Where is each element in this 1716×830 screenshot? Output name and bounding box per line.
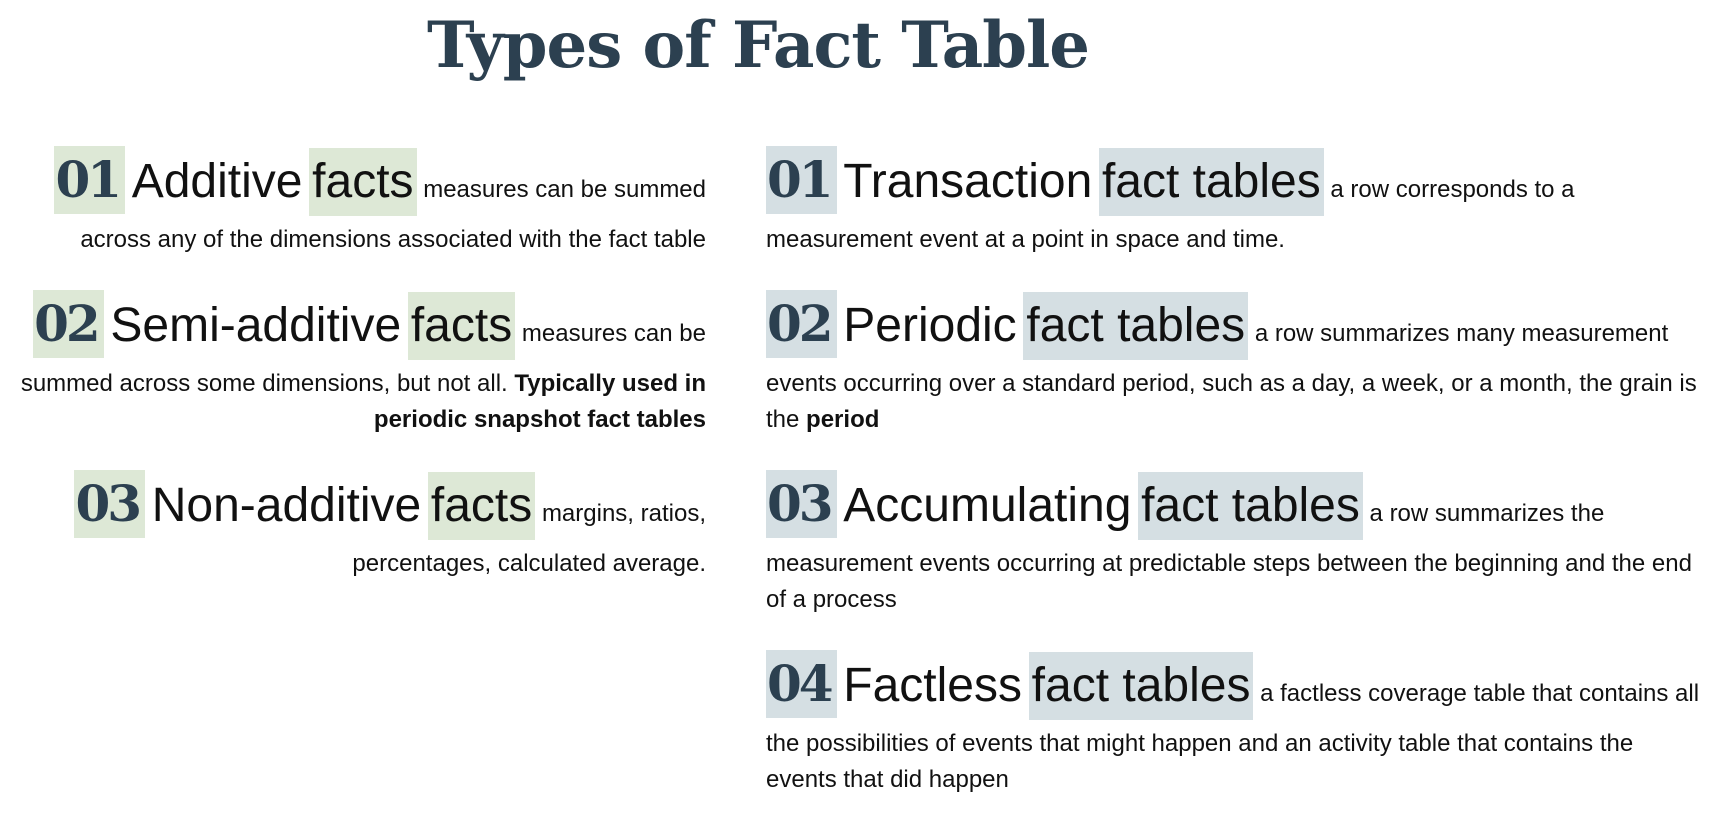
table-item-term: Transaction [843, 155, 1093, 208]
fact-item-number: 01 [54, 146, 126, 214]
fact-types-column: 01 Additive facts measures can be summed… [6, 146, 706, 614]
fact-item-term: Non-additive [151, 479, 422, 532]
table-item-term: Accumulating [843, 479, 1132, 532]
table-item-emphasis: period [806, 406, 880, 433]
table-item-number: 04 [766, 650, 837, 718]
table-item-heading: 03 Accumulating fact tables [766, 470, 1363, 546]
table-item-description: a row summarizes the measurement events … [766, 500, 1692, 613]
fact-item-number: 03 [74, 470, 146, 538]
fact-item-highlight: facts [309, 148, 417, 216]
fact-item-description: margins, ratios, percentages, calculated… [352, 500, 706, 577]
table-item-term: Factless [843, 659, 1022, 712]
fact-item-number: 02 [33, 290, 104, 358]
table-item-accumulating: 03 Accumulating fact tables a row summar… [766, 470, 1710, 618]
table-item-term: Periodic [843, 299, 1017, 352]
table-item-heading: 02 Periodic fact tables [766, 290, 1249, 366]
fact-item-highlight: facts [427, 472, 536, 540]
fact-item-term: Additive [131, 155, 303, 208]
fact-item-heading: 01 Additive facts [54, 146, 417, 222]
table-item-description: a factless coverage table that contains … [766, 680, 1700, 793]
table-item-description: a row summarizes many measurement events… [766, 320, 1697, 433]
table-item-number: 01 [766, 146, 837, 214]
table-item-heading: 01 Transaction fact tables [766, 146, 1324, 222]
fact-item-semi-additive: 02 Semi-additive facts measures can be s… [6, 290, 706, 438]
fact-item-description: measures can be summed across some dimen… [20, 320, 706, 397]
table-item-factless: 04 Factless fact tables a factless cover… [766, 650, 1710, 798]
fact-item-non-additive: 03 Non-additive facts margins, ratios, p… [6, 470, 706, 582]
table-item-highlight: fact tables [1098, 148, 1324, 216]
fact-item-term: Semi-additive [110, 299, 402, 352]
fact-item-description: measures can be summed across any of the… [80, 176, 706, 253]
table-item-number: 03 [766, 470, 837, 538]
table-item-highlight: fact tables [1023, 292, 1249, 360]
table-item-heading: 04 Factless fact tables [766, 650, 1254, 726]
table-item-periodic: 02 Periodic fact tables a row summarizes… [766, 290, 1710, 438]
fact-item-note: Typically used in periodic snapshot fact… [373, 370, 706, 433]
table-item-highlight: fact tables [1138, 472, 1363, 540]
fact-item-heading: 03 Non-additive facts [74, 470, 536, 546]
page-title: Types of Fact Table [426, 8, 1090, 83]
fact-item-highlight: facts [407, 292, 516, 360]
fact-item-heading: 02 Semi-additive facts [33, 290, 516, 366]
fact-item-additive: 01 Additive facts measures can be summed… [6, 146, 706, 258]
table-item-description: a row corresponds to a measurement event… [766, 176, 1575, 253]
table-item-number: 02 [766, 290, 837, 358]
table-item-transaction: 01 Transaction fact tables a row corresp… [766, 146, 1710, 258]
fact-table-types-column: 01 Transaction fact tables a row corresp… [766, 146, 1710, 830]
table-item-highlight: fact tables [1028, 652, 1254, 720]
